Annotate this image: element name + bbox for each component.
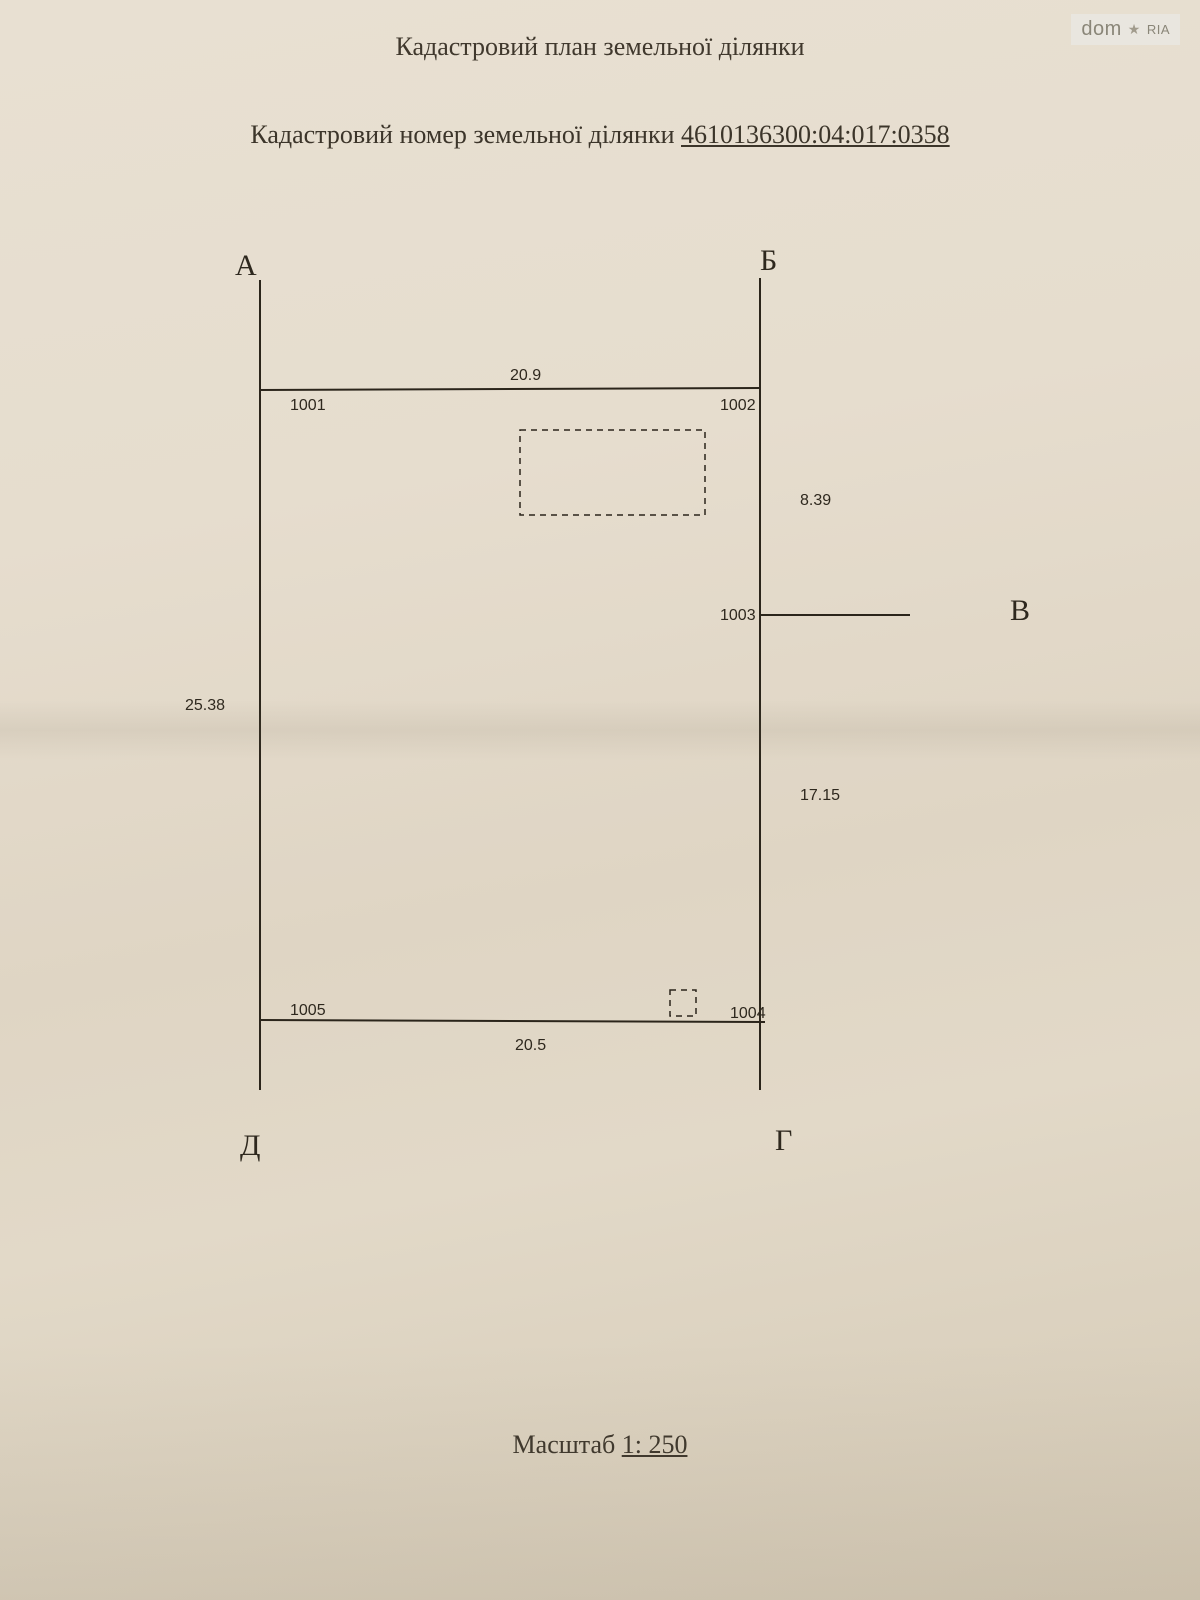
vertex-label-G: Г (775, 1124, 792, 1157)
point-label-1002: 1002 (720, 397, 756, 414)
dashed-structures (520, 430, 705, 1016)
page-title: Кадастровий план земельної ділянки (0, 32, 1200, 62)
point-label-1001: 1001 (290, 397, 326, 414)
cadastral-number-line: Кадастровий номер земельної ділянки 4610… (0, 120, 1200, 150)
boundary-line (260, 388, 760, 390)
point-label-1005: 1005 (290, 1002, 326, 1019)
dimension-label: 8.39 (800, 492, 831, 509)
vertex-label-V: В (1010, 594, 1030, 627)
point-label-1003: 1003 (720, 607, 756, 624)
dashed-rect (670, 990, 696, 1016)
dimension-label: 25.38 (185, 697, 225, 714)
plot-diagram: А Б В Г Д 1001 1002 1003 1004 1005 20.9 8.39 17.15… (140, 220, 1060, 1200)
point-labels: 1001 1002 1003 1004 1005 (290, 397, 766, 1022)
vertex-label-D: Д (240, 1129, 260, 1162)
scale-value: 1: 250 (622, 1430, 688, 1459)
cadastral-number: 4610136300:04:017:0358 (681, 120, 950, 149)
plot-svg: А Б В Г Д 1001 1002 1003 1004 1005 20.9 8.39 17.15… (140, 220, 1060, 1200)
point-label-1004: 1004 (730, 1005, 766, 1022)
vertex-label-B: Б (760, 244, 777, 277)
paper-shade (0, 1340, 1200, 1600)
boundary-lines (260, 278, 910, 1090)
dimension-label: 20.5 (515, 1037, 546, 1054)
subtitle-prefix: Кадастровий номер земельної ділянки (250, 120, 681, 149)
dimension-label: 17.15 (800, 787, 840, 804)
vertex-label-A: А (235, 249, 257, 282)
scale-line: Масштаб 1: 250 (0, 1430, 1200, 1460)
cadastral-plan-page: dom ★ RIA Кадастровий план земельної діл… (0, 0, 1200, 1600)
scale-prefix: Масштаб (513, 1430, 622, 1459)
dimension-labels: 20.9 8.39 17.15 25.38 20.5 (185, 367, 840, 1054)
vertex-labels: А Б В Г Д (235, 244, 1030, 1162)
boundary-line (260, 1020, 765, 1022)
dashed-rect (520, 430, 705, 515)
dimension-label: 20.9 (510, 367, 541, 384)
